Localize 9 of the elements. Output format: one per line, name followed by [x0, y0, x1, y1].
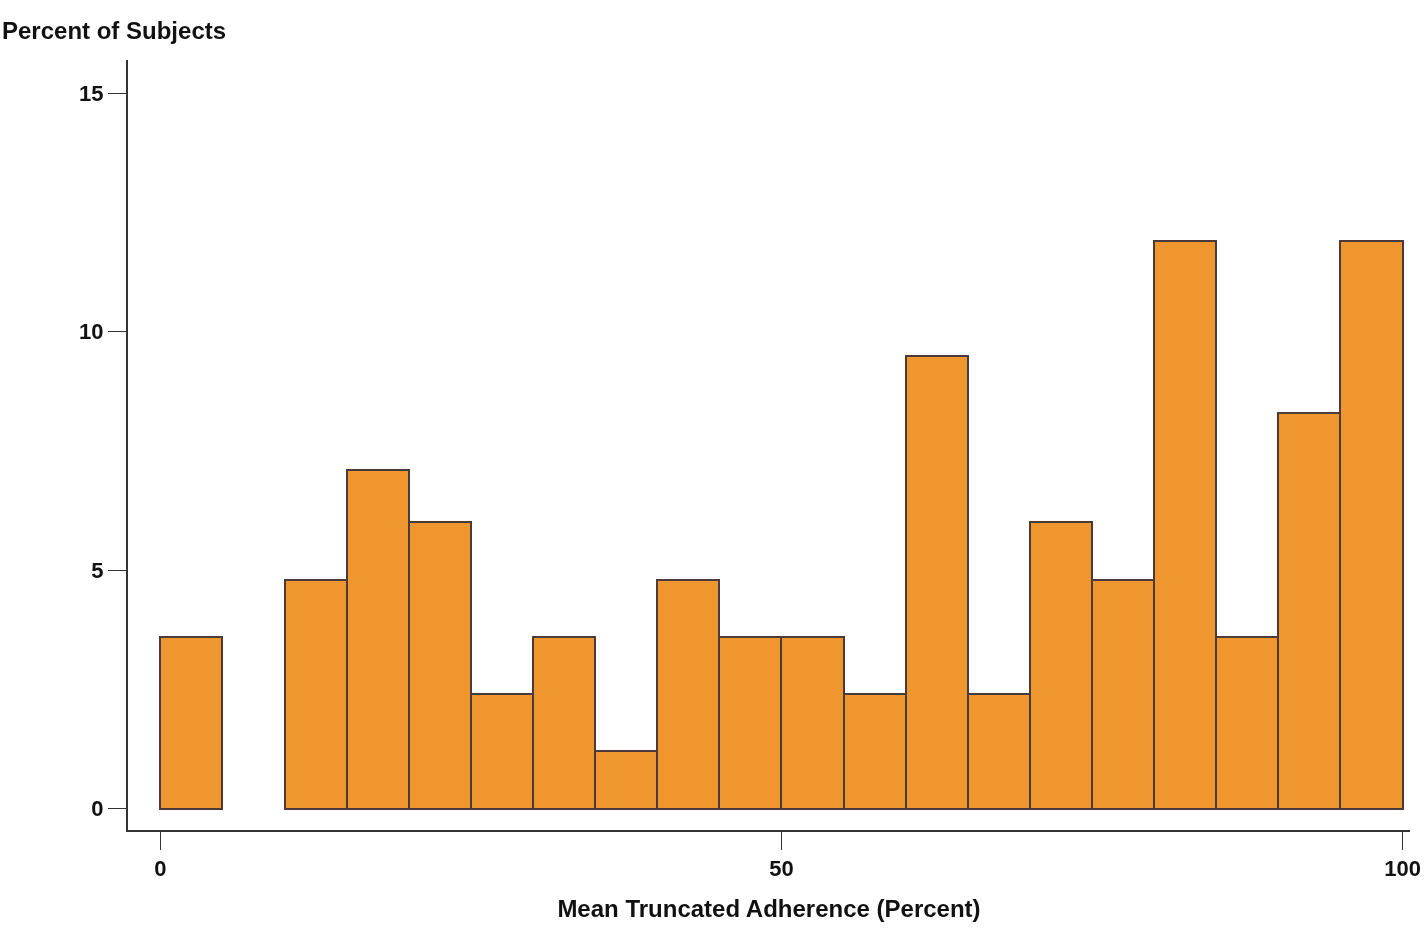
y-axis-title: Percent of Subjects [2, 17, 227, 44]
x-tick-label: 50 [769, 856, 794, 882]
x-tick-label: 0 [154, 856, 167, 882]
x-axis-title: Mean Truncated Adherence (Percent) [557, 895, 981, 923]
x-tick-label: 100 [1384, 856, 1421, 882]
y-tick-label: 15 [79, 81, 104, 107]
y-tick-label: 0 [91, 796, 104, 822]
y-tick-label: 10 [79, 319, 104, 345]
y-tick-label: 5 [91, 557, 104, 583]
